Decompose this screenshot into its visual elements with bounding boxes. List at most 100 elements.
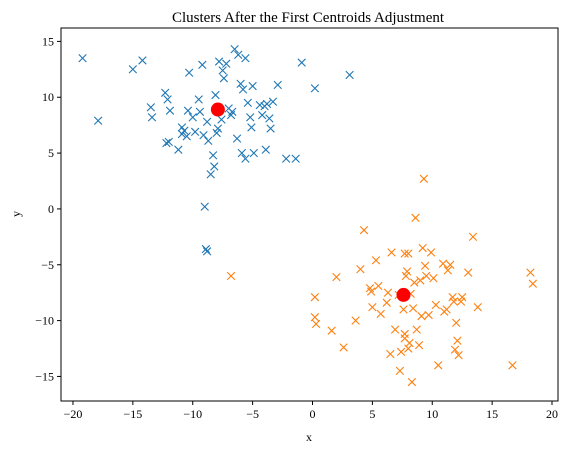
data-point bbox=[454, 351, 463, 360]
data-point bbox=[291, 154, 300, 163]
data-point bbox=[219, 74, 229, 83]
data-point bbox=[165, 106, 175, 115]
data-point bbox=[199, 131, 208, 140]
data-point bbox=[359, 225, 369, 235]
x-tick-label: −5 bbox=[246, 407, 259, 421]
data-point bbox=[200, 202, 209, 211]
data-point bbox=[281, 154, 291, 163]
data-point bbox=[214, 57, 224, 66]
data-point bbox=[237, 148, 247, 158]
data-point bbox=[431, 300, 441, 310]
data-point bbox=[400, 249, 409, 258]
data-point bbox=[213, 124, 223, 133]
x-tick-label: 5 bbox=[369, 407, 375, 421]
y-tick-label: 5 bbox=[48, 146, 54, 160]
data-point bbox=[418, 243, 427, 253]
data-point bbox=[183, 106, 193, 115]
x-tick-label: 15 bbox=[486, 407, 498, 421]
data-point bbox=[273, 80, 282, 90]
data-point bbox=[382, 298, 391, 307]
data-point bbox=[138, 56, 147, 65]
data-point bbox=[410, 278, 419, 287]
data-point bbox=[526, 268, 535, 277]
data-point bbox=[180, 126, 189, 135]
data-point bbox=[414, 340, 424, 350]
data-point bbox=[226, 110, 236, 120]
x-tick-label: 0 bbox=[309, 407, 315, 421]
data-point bbox=[368, 303, 377, 312]
data-point bbox=[429, 273, 438, 283]
data-point bbox=[266, 124, 275, 133]
x-tick-label: 10 bbox=[426, 407, 438, 421]
data-point bbox=[450, 345, 460, 354]
data-point bbox=[206, 170, 215, 179]
data-point bbox=[404, 249, 413, 258]
data-point bbox=[78, 53, 87, 63]
data-point bbox=[449, 297, 458, 306]
data-point bbox=[236, 79, 245, 89]
data-point bbox=[246, 113, 255, 122]
data-point bbox=[182, 132, 191, 141]
data-point bbox=[218, 66, 227, 75]
data-point bbox=[422, 271, 431, 281]
data-point bbox=[366, 287, 376, 296]
data-point bbox=[402, 267, 412, 276]
data-point bbox=[424, 310, 433, 320]
y-tick-label: −10 bbox=[35, 314, 54, 328]
data-point bbox=[174, 145, 183, 154]
data-point bbox=[202, 117, 212, 126]
data-point bbox=[408, 304, 418, 313]
data-point bbox=[345, 70, 354, 80]
data-point bbox=[400, 329, 409, 339]
data-point bbox=[184, 68, 194, 77]
data-point bbox=[387, 248, 396, 257]
data-point bbox=[241, 53, 250, 63]
data-point bbox=[395, 366, 405, 376]
data-point bbox=[351, 316, 360, 325]
data-point bbox=[452, 318, 461, 328]
series-1 bbox=[226, 174, 538, 387]
data-point bbox=[146, 103, 156, 112]
data-point bbox=[528, 279, 538, 288]
data-point bbox=[416, 276, 425, 285]
data-point bbox=[446, 260, 455, 269]
y-tick-label: 15 bbox=[42, 34, 54, 48]
data-point bbox=[399, 305, 408, 314]
centroid-point bbox=[396, 287, 411, 302]
data-point bbox=[327, 326, 336, 335]
data-point bbox=[217, 115, 226, 124]
data-point bbox=[463, 268, 473, 277]
data-point bbox=[163, 95, 172, 104]
data-point bbox=[473, 303, 482, 312]
data-point bbox=[147, 113, 157, 122]
data-point bbox=[332, 272, 341, 282]
data-point bbox=[310, 292, 320, 302]
data-point bbox=[261, 145, 270, 154]
data-point bbox=[230, 45, 239, 54]
data-point bbox=[255, 100, 264, 110]
data-point bbox=[371, 256, 381, 265]
data-point bbox=[128, 65, 138, 74]
data-point bbox=[204, 136, 213, 145]
data-point bbox=[195, 107, 205, 116]
data-point bbox=[417, 311, 426, 321]
data-point bbox=[419, 174, 429, 183]
y-axis-label: y bbox=[9, 211, 23, 217]
data-point bbox=[438, 259, 448, 268]
data-point bbox=[386, 349, 395, 359]
data-point bbox=[234, 50, 243, 59]
data-point bbox=[241, 154, 250, 163]
data-point bbox=[265, 114, 274, 123]
data-point bbox=[249, 148, 259, 158]
x-axis-label: x bbox=[306, 430, 312, 444]
data-point bbox=[194, 95, 203, 104]
data-point bbox=[238, 85, 248, 94]
data-point bbox=[407, 377, 417, 387]
data-point bbox=[374, 281, 383, 291]
data-point bbox=[311, 319, 321, 329]
centroid-point bbox=[210, 102, 225, 117]
y-tick-label: 10 bbox=[42, 90, 54, 104]
data-point bbox=[468, 232, 478, 242]
data-point bbox=[442, 305, 451, 314]
